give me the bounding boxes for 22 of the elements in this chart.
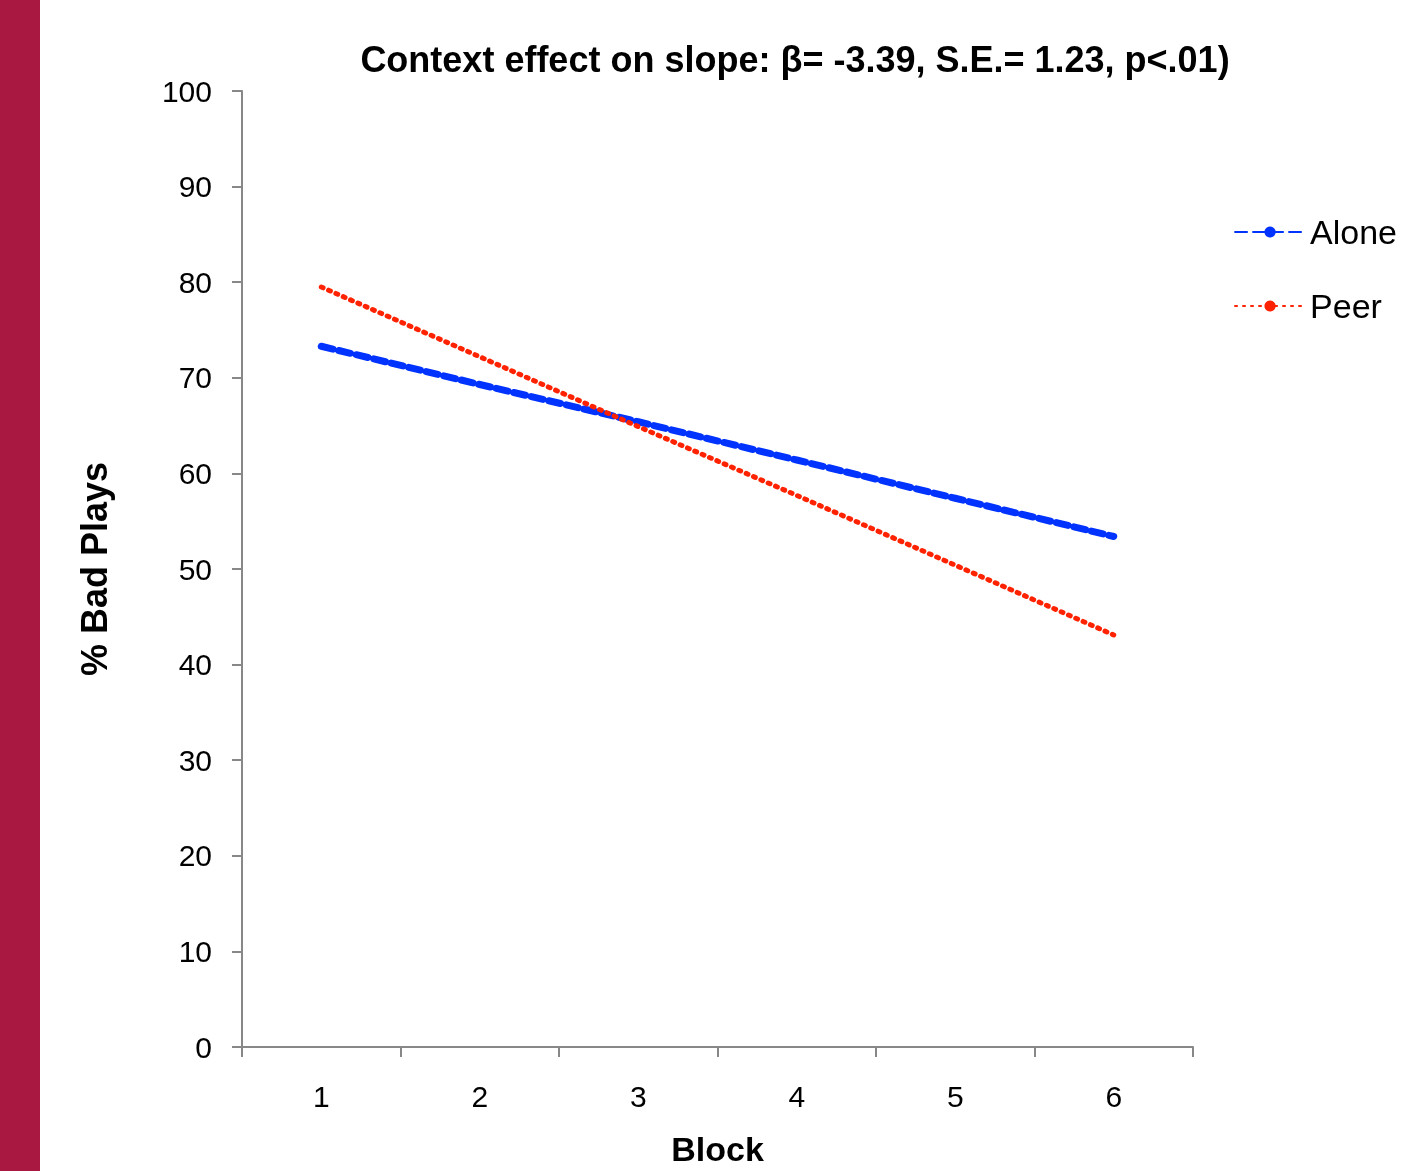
y-tick-label: 60 bbox=[178, 456, 212, 490]
x-tick-label: 1 bbox=[312, 1079, 330, 1113]
y-tick-label: 10 bbox=[178, 934, 212, 968]
x-tick-label: 3 bbox=[629, 1079, 647, 1113]
x-tick-label: 4 bbox=[788, 1079, 806, 1113]
legend-label: Alone bbox=[1310, 213, 1398, 251]
y-tick-label: 0 bbox=[195, 1030, 212, 1064]
y-tick-label: 30 bbox=[178, 743, 212, 777]
y-tick-label: 100 bbox=[161, 74, 212, 108]
y-tick-label: 80 bbox=[178, 265, 212, 299]
x-tick-label: 5 bbox=[946, 1079, 964, 1113]
y-tick-label: 20 bbox=[178, 839, 212, 873]
x-tick-label: 2 bbox=[471, 1079, 489, 1113]
legend-label: Peer bbox=[1310, 287, 1382, 325]
y-tick-label: 90 bbox=[178, 170, 212, 204]
y-tick-label: 70 bbox=[178, 361, 212, 395]
y-tick-label: 50 bbox=[178, 552, 212, 586]
y-tick-label: 40 bbox=[178, 648, 212, 682]
y-axis-title: % Bad Plays bbox=[73, 461, 115, 677]
x-tick-label: 6 bbox=[1105, 1079, 1123, 1113]
x-axis-title: Block bbox=[671, 1130, 764, 1168]
chart-title: Context effect on slope: β= -3.39, S.E.= 1.23, p<.01) bbox=[360, 38, 1230, 80]
